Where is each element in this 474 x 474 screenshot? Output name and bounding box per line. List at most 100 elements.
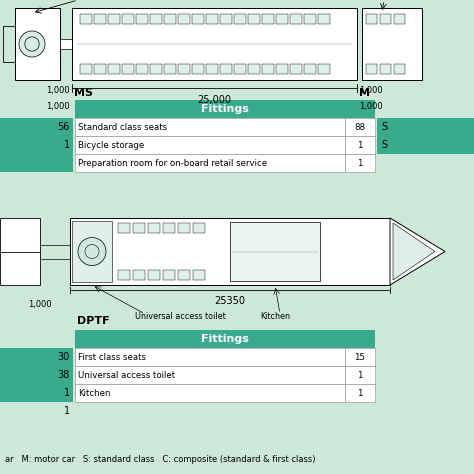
Bar xyxy=(304,64,316,74)
Bar xyxy=(94,14,106,24)
Text: 15: 15 xyxy=(355,353,365,362)
Text: 25350: 25350 xyxy=(215,296,246,306)
Text: Kitchen: Kitchen xyxy=(260,312,290,321)
Text: 38: 38 xyxy=(58,370,70,380)
Bar xyxy=(75,384,345,402)
Text: Preparation room for on-board retail service: Preparation room for on-board retail ser… xyxy=(78,158,267,167)
Text: 1: 1 xyxy=(357,371,363,380)
Bar xyxy=(75,154,345,172)
Text: S: S xyxy=(381,122,387,132)
Bar xyxy=(60,39,72,49)
Bar xyxy=(108,64,120,74)
Bar xyxy=(0,218,40,285)
Bar xyxy=(0,215,474,288)
Text: 1,000: 1,000 xyxy=(359,86,383,95)
Bar xyxy=(345,136,375,154)
Text: First class seats: First class seats xyxy=(78,353,146,362)
Bar xyxy=(178,270,190,280)
Bar xyxy=(75,118,345,136)
Bar xyxy=(248,64,260,74)
Text: Universal access toilet: Universal access toilet xyxy=(135,312,226,321)
Bar xyxy=(290,14,302,24)
Bar xyxy=(70,218,390,285)
Bar xyxy=(15,8,60,80)
Bar xyxy=(220,14,232,24)
Bar xyxy=(108,14,120,24)
Bar xyxy=(394,14,405,24)
Bar xyxy=(164,64,176,74)
Bar xyxy=(276,14,288,24)
Polygon shape xyxy=(390,218,445,285)
Text: Fittings: Fittings xyxy=(201,104,249,114)
Bar xyxy=(94,64,106,74)
Bar xyxy=(345,366,375,384)
Bar xyxy=(394,64,405,74)
Text: 1,000: 1,000 xyxy=(46,102,70,111)
Bar xyxy=(362,8,422,80)
Bar xyxy=(164,14,176,24)
Bar xyxy=(192,14,204,24)
Bar xyxy=(178,64,190,74)
Bar xyxy=(248,14,260,24)
Bar xyxy=(80,64,92,74)
Bar xyxy=(318,14,330,24)
Text: Standard class seats: Standard class seats xyxy=(78,122,167,131)
Bar xyxy=(220,64,232,74)
Bar xyxy=(118,223,130,233)
Bar xyxy=(230,222,320,281)
Bar xyxy=(178,14,190,24)
Text: 1: 1 xyxy=(64,406,70,416)
Bar xyxy=(276,64,288,74)
Bar xyxy=(178,223,190,233)
Bar xyxy=(133,223,145,233)
Bar xyxy=(318,64,330,74)
Bar xyxy=(75,348,345,366)
Text: ar   M: motor car   S: standard class   C: composite (standard & first class): ar M: motor car S: standard class C: com… xyxy=(5,456,316,465)
Text: 25,000: 25,000 xyxy=(198,95,231,105)
Text: S: S xyxy=(381,140,387,150)
Bar xyxy=(345,118,375,136)
Bar xyxy=(75,100,375,118)
Text: Kitchen: Kitchen xyxy=(78,389,110,398)
Bar xyxy=(136,64,148,74)
Bar xyxy=(366,64,377,74)
Text: 56: 56 xyxy=(58,122,70,132)
Bar xyxy=(163,223,175,233)
Bar xyxy=(380,64,391,74)
Bar xyxy=(163,270,175,280)
Bar xyxy=(136,14,148,24)
Bar xyxy=(345,384,375,402)
Bar xyxy=(345,348,375,366)
Text: Fittings: Fittings xyxy=(201,334,249,344)
Bar xyxy=(0,5,474,83)
Bar xyxy=(192,64,204,74)
Bar xyxy=(234,64,246,74)
Bar xyxy=(290,64,302,74)
Text: 1: 1 xyxy=(64,140,70,150)
Bar xyxy=(80,14,92,24)
Circle shape xyxy=(19,31,45,57)
Text: 1,000: 1,000 xyxy=(359,102,383,111)
Text: 30: 30 xyxy=(58,352,70,362)
Text: 1: 1 xyxy=(357,389,363,398)
Bar xyxy=(148,223,160,233)
Bar xyxy=(0,118,73,172)
Bar xyxy=(150,14,162,24)
Text: Universal access toilet: Universal access toilet xyxy=(78,371,175,380)
Text: 1,000: 1,000 xyxy=(28,300,52,309)
Bar xyxy=(304,14,316,24)
Bar xyxy=(206,64,218,74)
Bar xyxy=(122,64,134,74)
Bar xyxy=(72,8,357,80)
Bar xyxy=(72,221,112,282)
Bar xyxy=(193,270,205,280)
Text: 1: 1 xyxy=(64,388,70,398)
Text: 1: 1 xyxy=(357,158,363,167)
Polygon shape xyxy=(393,223,435,280)
Bar xyxy=(150,64,162,74)
Text: DPTF: DPTF xyxy=(77,316,109,326)
Bar xyxy=(366,14,377,24)
Bar xyxy=(206,14,218,24)
Bar xyxy=(40,245,70,258)
Bar xyxy=(377,118,474,154)
